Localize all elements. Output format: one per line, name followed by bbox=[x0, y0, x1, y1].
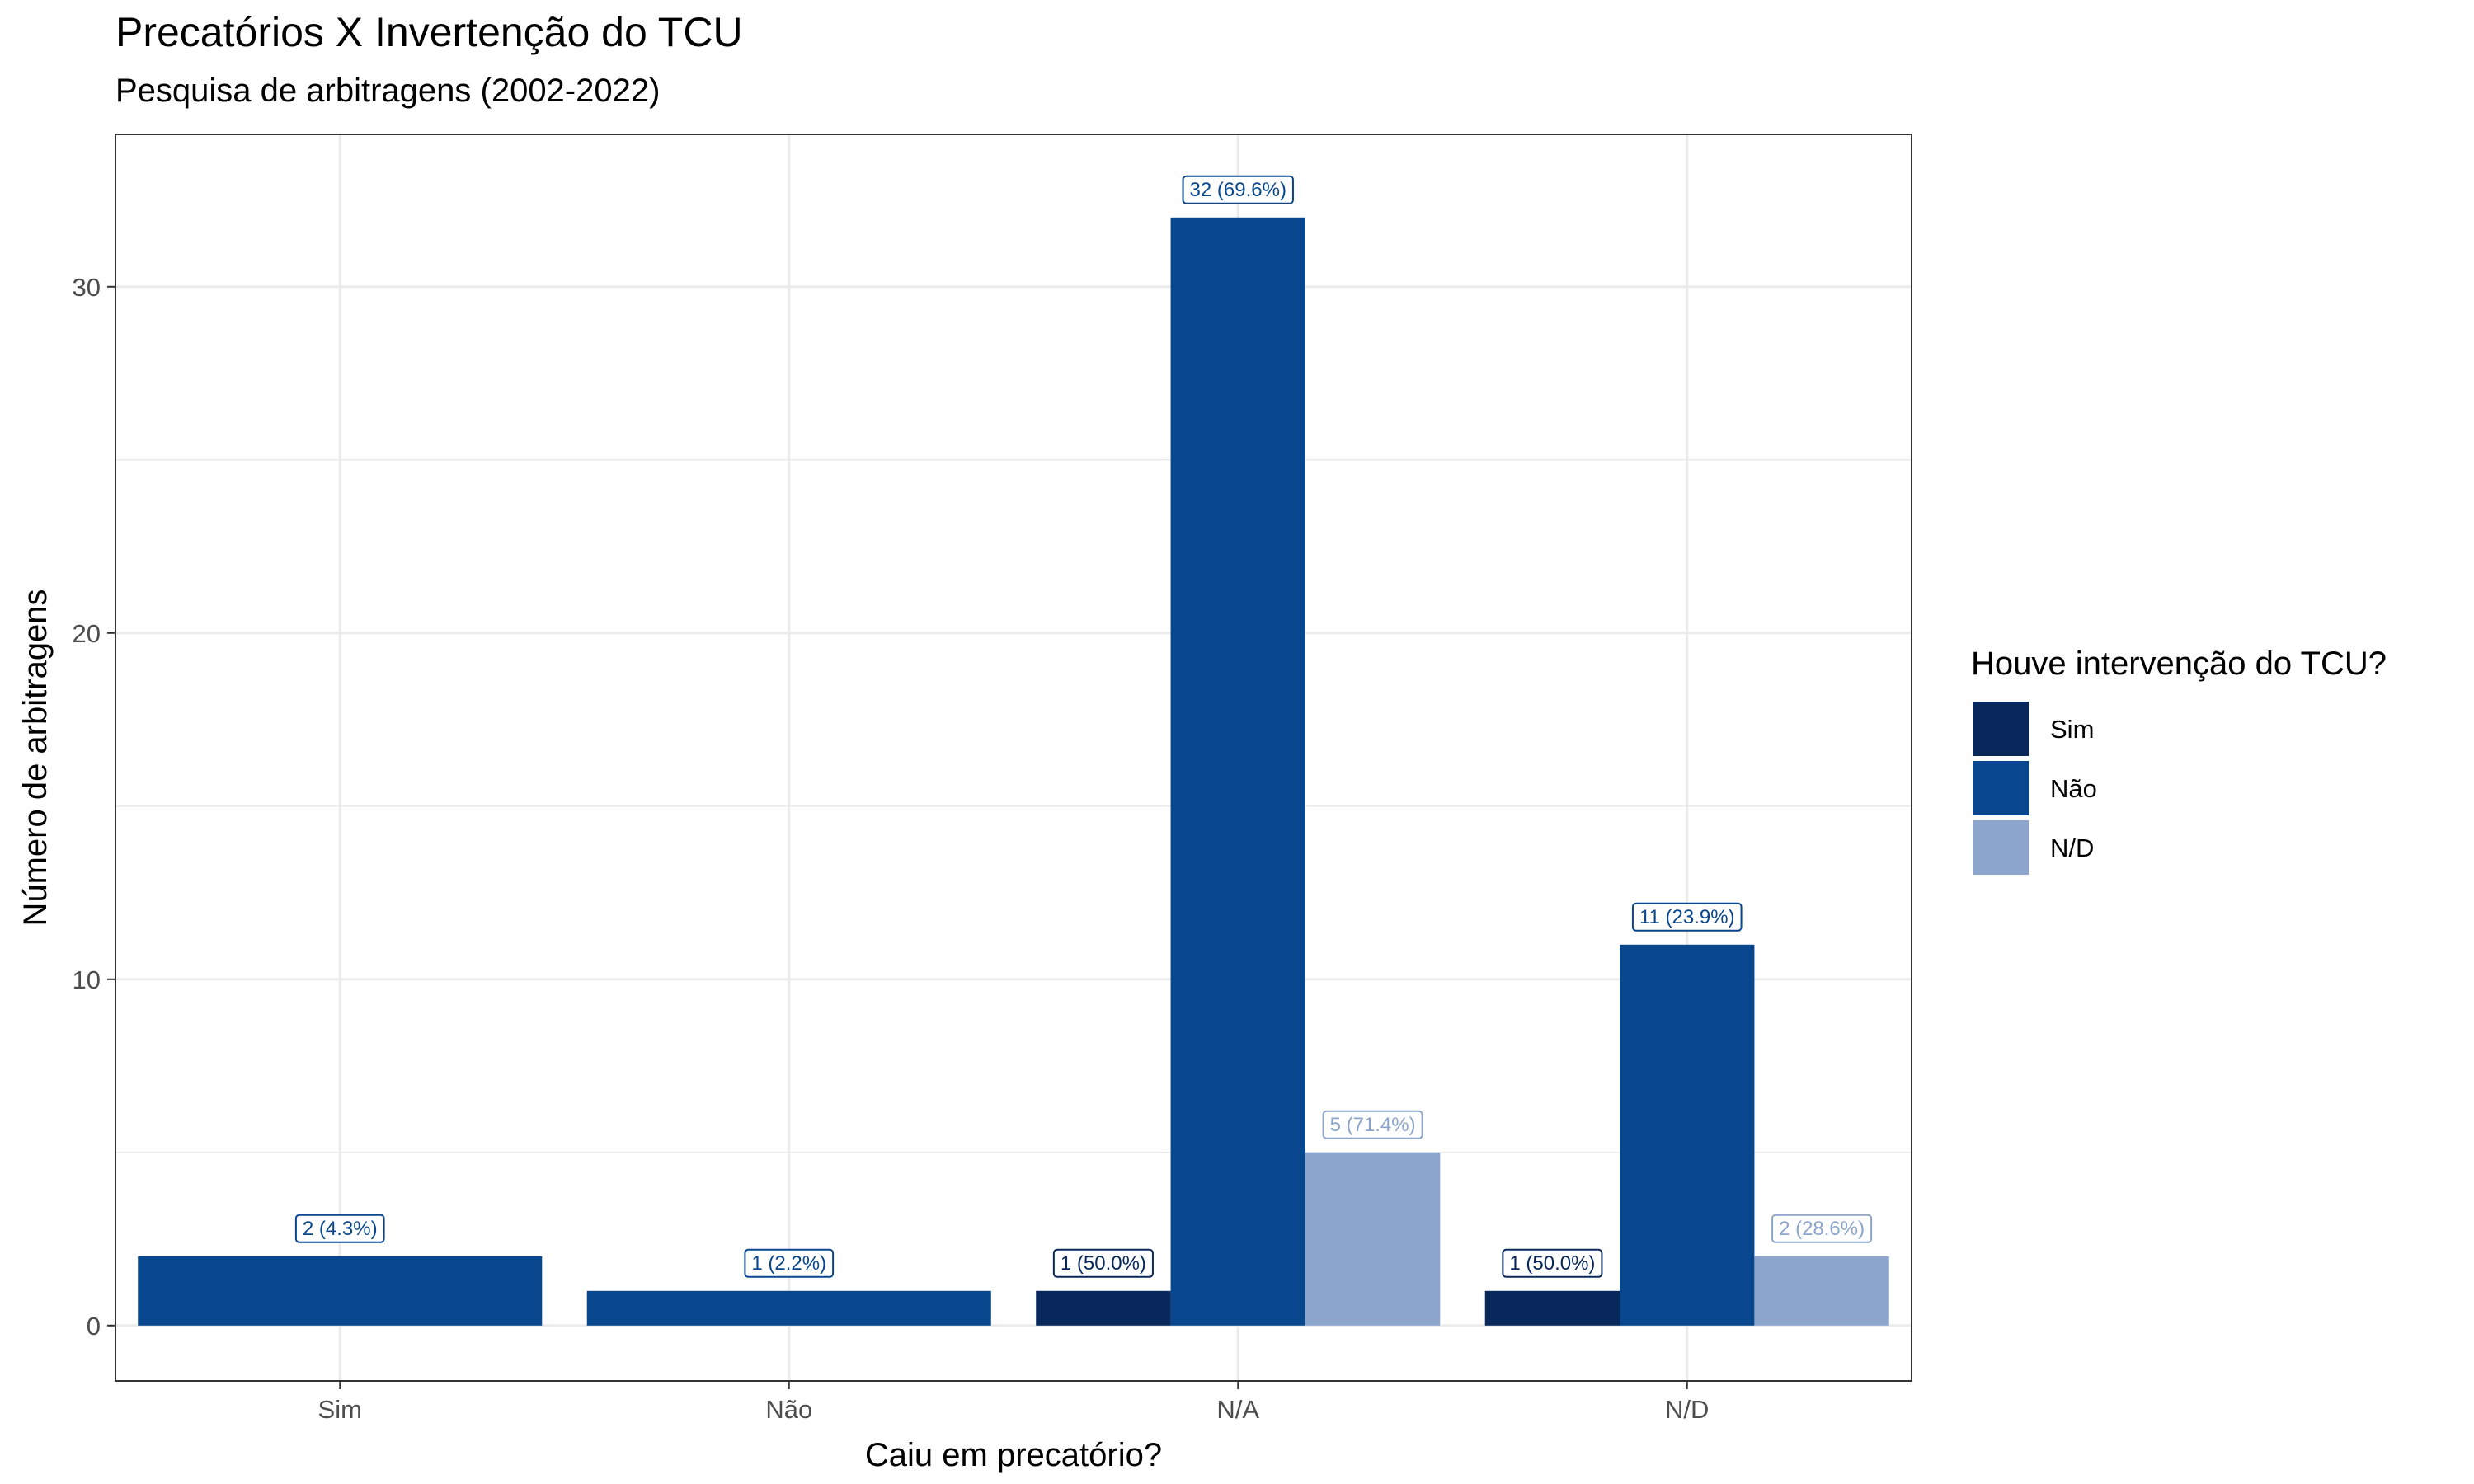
bar-N/D-Sim bbox=[1484, 1290, 1620, 1326]
data-label-box bbox=[744, 1248, 835, 1278]
legend-items: Sim Não N/D bbox=[1973, 702, 2097, 875]
legend: Houve intervenção do TCU? Sim Não N/D bbox=[1971, 646, 2387, 875]
data-label-box bbox=[1322, 1110, 1423, 1139]
legend-key-Sim bbox=[1973, 702, 2029, 756]
x-tick-label: Não bbox=[765, 1395, 812, 1424]
legend-label: Não bbox=[2050, 774, 2097, 803]
bar-N/D-N/D bbox=[1754, 1256, 1889, 1326]
data-labels: 2 (4.3%) 1 (2.2%) 1 (50.0%) 32 (69.6%) 5 (71… bbox=[294, 175, 1873, 1278]
data-label: 1 (50.0%) bbox=[1509, 1252, 1595, 1275]
data-label-box bbox=[1052, 1248, 1154, 1278]
legend-title: Houve intervenção do TCU? bbox=[1971, 646, 2387, 682]
data-label: 11 (23.9%) bbox=[1639, 906, 1735, 928]
legend-label: Sim bbox=[2050, 715, 2094, 744]
legend-key-N/D bbox=[1973, 820, 2029, 875]
x-tick-label: Sim bbox=[318, 1395, 362, 1424]
y-tick-label: 30 bbox=[73, 273, 101, 302]
data-label: 1 (2.2%) bbox=[751, 1252, 826, 1275]
x-axis-title: Caiu em precatório? bbox=[865, 1437, 1162, 1473]
y-tick-label: 10 bbox=[73, 965, 101, 994]
bars bbox=[138, 217, 1889, 1326]
bar-N/A-N/D bbox=[1305, 1152, 1441, 1326]
x-tick-label: N/D bbox=[1665, 1395, 1709, 1424]
data-label-box bbox=[1182, 175, 1294, 204]
data-label: 2 (4.3%) bbox=[303, 1218, 378, 1240]
x-tick-label: N/A bbox=[1216, 1395, 1259, 1424]
chart-subtitle: Pesquisa de arbitragens (2002-2022) bbox=[115, 73, 661, 109]
panel-border bbox=[115, 134, 1912, 1382]
y-tick-label: 20 bbox=[73, 619, 101, 648]
legend-label: N/D bbox=[2050, 834, 2094, 862]
y-tick-label: 0 bbox=[87, 1312, 101, 1341]
data-label-box bbox=[294, 1214, 385, 1243]
bar-N/D-Não bbox=[1620, 944, 1755, 1326]
chart-title: Precatórios X Invertenção do TCU bbox=[115, 9, 743, 55]
data-label-box bbox=[1771, 1214, 1873, 1243]
axes: 0 10 20 30 Sim Não N/A N/D bbox=[73, 273, 1710, 1424]
y-axis-title: Número de arbitragens bbox=[17, 589, 54, 926]
legend-key-Não bbox=[1973, 761, 2029, 815]
data-label-box bbox=[1631, 902, 1743, 932]
bar-N/A-Sim bbox=[1036, 1290, 1171, 1326]
bar-N/A-Não bbox=[1170, 217, 1305, 1326]
data-label: 1 (50.0%) bbox=[1061, 1252, 1146, 1275]
bar-Sim-Não bbox=[138, 1256, 543, 1326]
data-label: 2 (28.6%) bbox=[1779, 1218, 1865, 1240]
bar-Não-Não bbox=[586, 1290, 991, 1326]
data-label-box bbox=[1502, 1248, 1603, 1278]
data-label: 5 (71.4%) bbox=[1330, 1114, 1416, 1136]
data-label: 32 (69.6%) bbox=[1190, 179, 1286, 201]
